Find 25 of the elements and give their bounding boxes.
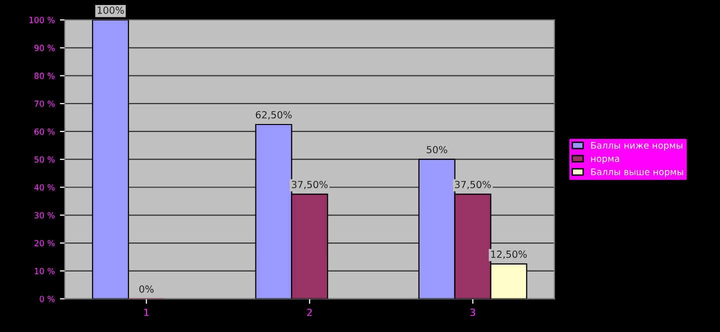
data-label: 37,50% <box>455 180 491 190</box>
data-label: 100% <box>98 6 124 14</box>
x-tick-label: 2 <box>307 308 312 316</box>
y-tick-label: 80 % <box>34 72 55 79</box>
y-tick-label: 100 % <box>30 16 55 24</box>
x-tick-label: 1 <box>144 308 149 316</box>
data-label: 37,50% <box>292 180 328 190</box>
data-label: 12,50% <box>491 250 527 259</box>
y-tick-label: 20 % <box>34 240 55 246</box>
y-tick-label: 40 % <box>34 184 55 191</box>
bar <box>92 20 130 299</box>
y-tick-label: 10 % <box>34 268 55 274</box>
y-tick-label: 50 % <box>34 156 55 163</box>
y-tick-label: 70 % <box>34 100 55 107</box>
data-label: 62,50% <box>256 111 292 120</box>
y-tick-label: 60 % <box>34 128 55 135</box>
x-tick-label: 3 <box>470 308 476 316</box>
y-tick-label: 0 % <box>40 296 55 302</box>
data-label: 0% <box>139 285 154 293</box>
legend-label: Баллы ниже нормы <box>591 142 682 150</box>
legend-label: Баллы выше нормы <box>591 168 684 177</box>
y-tick-label: 30 % <box>34 212 55 218</box>
data-label: 50% <box>426 146 448 154</box>
legend-label: норма <box>591 156 620 164</box>
y-tick-label: 90 % <box>34 44 55 52</box>
